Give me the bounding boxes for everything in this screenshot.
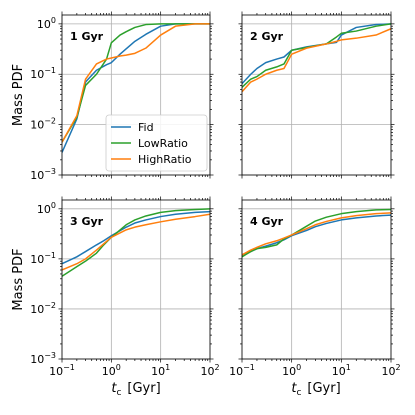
y-tick-label-exp: 0 — [51, 201, 56, 210]
legend-label: LowRatio — [138, 137, 188, 150]
x-tick-label-base: 10 — [151, 365, 165, 378]
legend: Fid LowRatio HighRatio — [105, 114, 208, 172]
series-line-highratio — [242, 28, 391, 93]
series-group — [242, 208, 391, 258]
y-tick-label: 100 — [37, 201, 56, 216]
x-tick-label-base: 10 — [49, 365, 63, 378]
x-tick-label-exp: −1 — [243, 363, 255, 372]
y-tick-label-exp: −2 — [44, 301, 56, 310]
series-line-highratio — [242, 212, 391, 256]
x-tick-label-exp: 2 — [214, 363, 219, 372]
x-tick-label: 102 — [200, 363, 219, 378]
panel-label: 3 Gyr — [70, 215, 104, 228]
x-tick-label-base: 10 — [282, 365, 296, 378]
y-tick-label: 10−1 — [30, 251, 56, 266]
y-tick-label: 10−3 — [30, 167, 56, 182]
x-tick-label-exp: 1 — [346, 363, 351, 372]
legend-label: Fid — [138, 121, 154, 134]
x-tick-label-base: 10 — [229, 365, 243, 378]
y-tick-label-base: 10 — [30, 353, 44, 366]
x-tick-label: 101 — [332, 363, 351, 378]
series-line-fid — [62, 210, 210, 265]
y-tick-label-exp: −1 — [44, 66, 56, 75]
x-axis-title-sub: c — [116, 388, 121, 398]
legend-box — [105, 114, 208, 172]
y-tick-label: 10−1 — [30, 66, 56, 81]
series-line-highratio — [62, 23, 210, 143]
x-tick-label-exp: 2 — [395, 363, 400, 372]
x-tick-label: 101 — [151, 363, 170, 378]
panel-2: 2 Gyr — [238, 11, 395, 179]
y-tick-label-exp: −2 — [44, 117, 56, 126]
y-tick-label-exp: −1 — [44, 251, 56, 260]
y-tick-label-base: 10 — [30, 68, 44, 81]
y-tick-label-base: 10 — [30, 253, 44, 266]
x-tick-label-exp: 0 — [296, 363, 301, 372]
x-tick-label-base: 10 — [381, 365, 395, 378]
x-tick-label-base: 10 — [102, 365, 116, 378]
series-group — [62, 23, 210, 153]
y-axis-title: Mass PDF — [11, 248, 26, 310]
x-axis-title: tc [Gyr] — [111, 381, 160, 398]
panel-label: 2 Gyr — [250, 30, 284, 43]
x-tick-label-exp: 1 — [165, 363, 170, 372]
axes-frame — [61, 14, 211, 176]
series-line-lowratio — [62, 23, 210, 143]
y-tick-label-base: 10 — [30, 169, 44, 182]
x-tick-label: 100 — [282, 363, 301, 378]
series-line-highratio — [62, 213, 210, 271]
series-line-lowratio — [242, 23, 391, 88]
panel-label: 1 Gyr — [70, 30, 104, 43]
axes-frame — [241, 14, 392, 176]
axes-frame — [61, 199, 211, 360]
y-tick-label-base: 10 — [30, 303, 44, 316]
y-tick-label: 10−2 — [30, 117, 56, 132]
x-tick-label: 10−1 — [49, 363, 75, 378]
panel-label: 4 Gyr — [250, 215, 284, 228]
x-tick-label-base: 10 — [200, 365, 214, 378]
x-tick-label-exp: −1 — [63, 363, 75, 372]
x-tick-label: 102 — [381, 363, 400, 378]
x-tick-label: 10−1 — [229, 363, 255, 378]
series-group — [242, 23, 391, 93]
y-tick-label: 10−3 — [30, 351, 56, 366]
x-tick-label-exp: 0 — [116, 363, 121, 372]
y-tick-label-exp: −3 — [44, 167, 56, 176]
y-tick-label-exp: −3 — [44, 351, 56, 360]
legend-label: HighRatio — [138, 153, 192, 166]
y-tick-label: 100 — [37, 16, 56, 31]
x-axis-title-var: t — [111, 381, 117, 396]
x-tick-label-base: 10 — [332, 365, 346, 378]
series-group — [62, 208, 210, 277]
series-line-lowratio — [62, 208, 210, 277]
x-tick-label: 100 — [102, 363, 121, 378]
x-axis-title-var: t — [291, 381, 297, 396]
y-tick-label-exp: 0 — [51, 16, 56, 25]
y-tick-label: 10−2 — [30, 301, 56, 316]
y-tick-label-base: 10 — [30, 119, 44, 132]
axes-frame — [241, 199, 392, 360]
y-axis-title: Mass PDF — [11, 64, 26, 126]
x-axis-title-unit: [Gyr] — [127, 381, 160, 396]
y-tick-label-base: 10 — [37, 203, 51, 216]
y-tick-label-base: 10 — [37, 18, 51, 31]
x-axis-title-sub: c — [296, 388, 301, 398]
series-line-lowratio — [242, 208, 391, 258]
x-axis-title: tc [Gyr] — [291, 381, 340, 398]
x-axis-title-unit: [Gyr] — [307, 381, 340, 396]
